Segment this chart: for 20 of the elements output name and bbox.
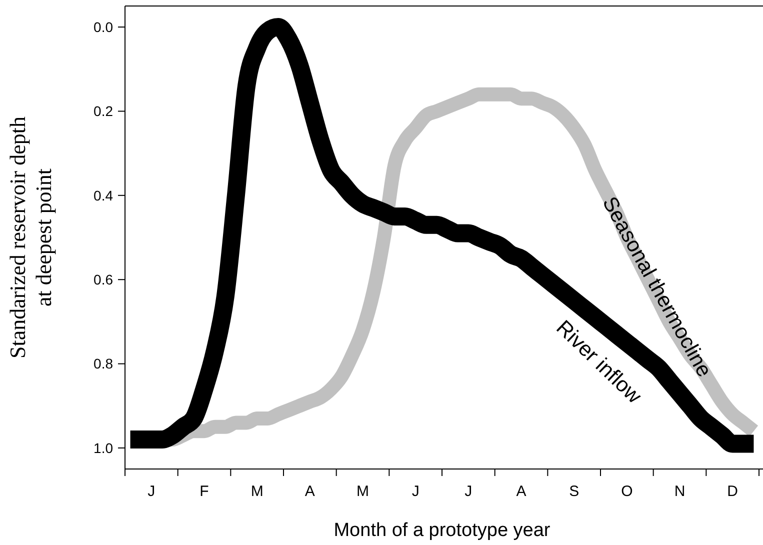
x-tick-label: M [250, 483, 264, 500]
x-tick-label: F [200, 483, 209, 500]
x-tick-label: J [412, 483, 420, 500]
y-tick-label: 0.0 [94, 18, 114, 35]
x-tick-label: M [356, 483, 369, 500]
x-tick-label: N [674, 483, 686, 500]
x-tick-label: O [621, 483, 633, 500]
x-tick-label: A [516, 483, 526, 500]
y-tick-label: 0.6 [94, 271, 114, 288]
y-axis-title: Standarized reservoir depth at deepest point [5, 116, 56, 358]
x-tick-label: D [727, 483, 738, 500]
y-tick-label: 1.0 [94, 440, 114, 456]
x-tick-label: J [148, 483, 156, 500]
y-tick-label: 0.4 [94, 187, 114, 204]
y-tick-label: 0.2 [94, 103, 114, 120]
x-axis-title: Month of a prototype year [334, 520, 551, 541]
x-tick-label: J [464, 483, 472, 500]
x-tick-label: S [569, 483, 580, 500]
y-tick-label: 0.8 [94, 356, 114, 372]
x-tick-label: A [304, 483, 315, 500]
